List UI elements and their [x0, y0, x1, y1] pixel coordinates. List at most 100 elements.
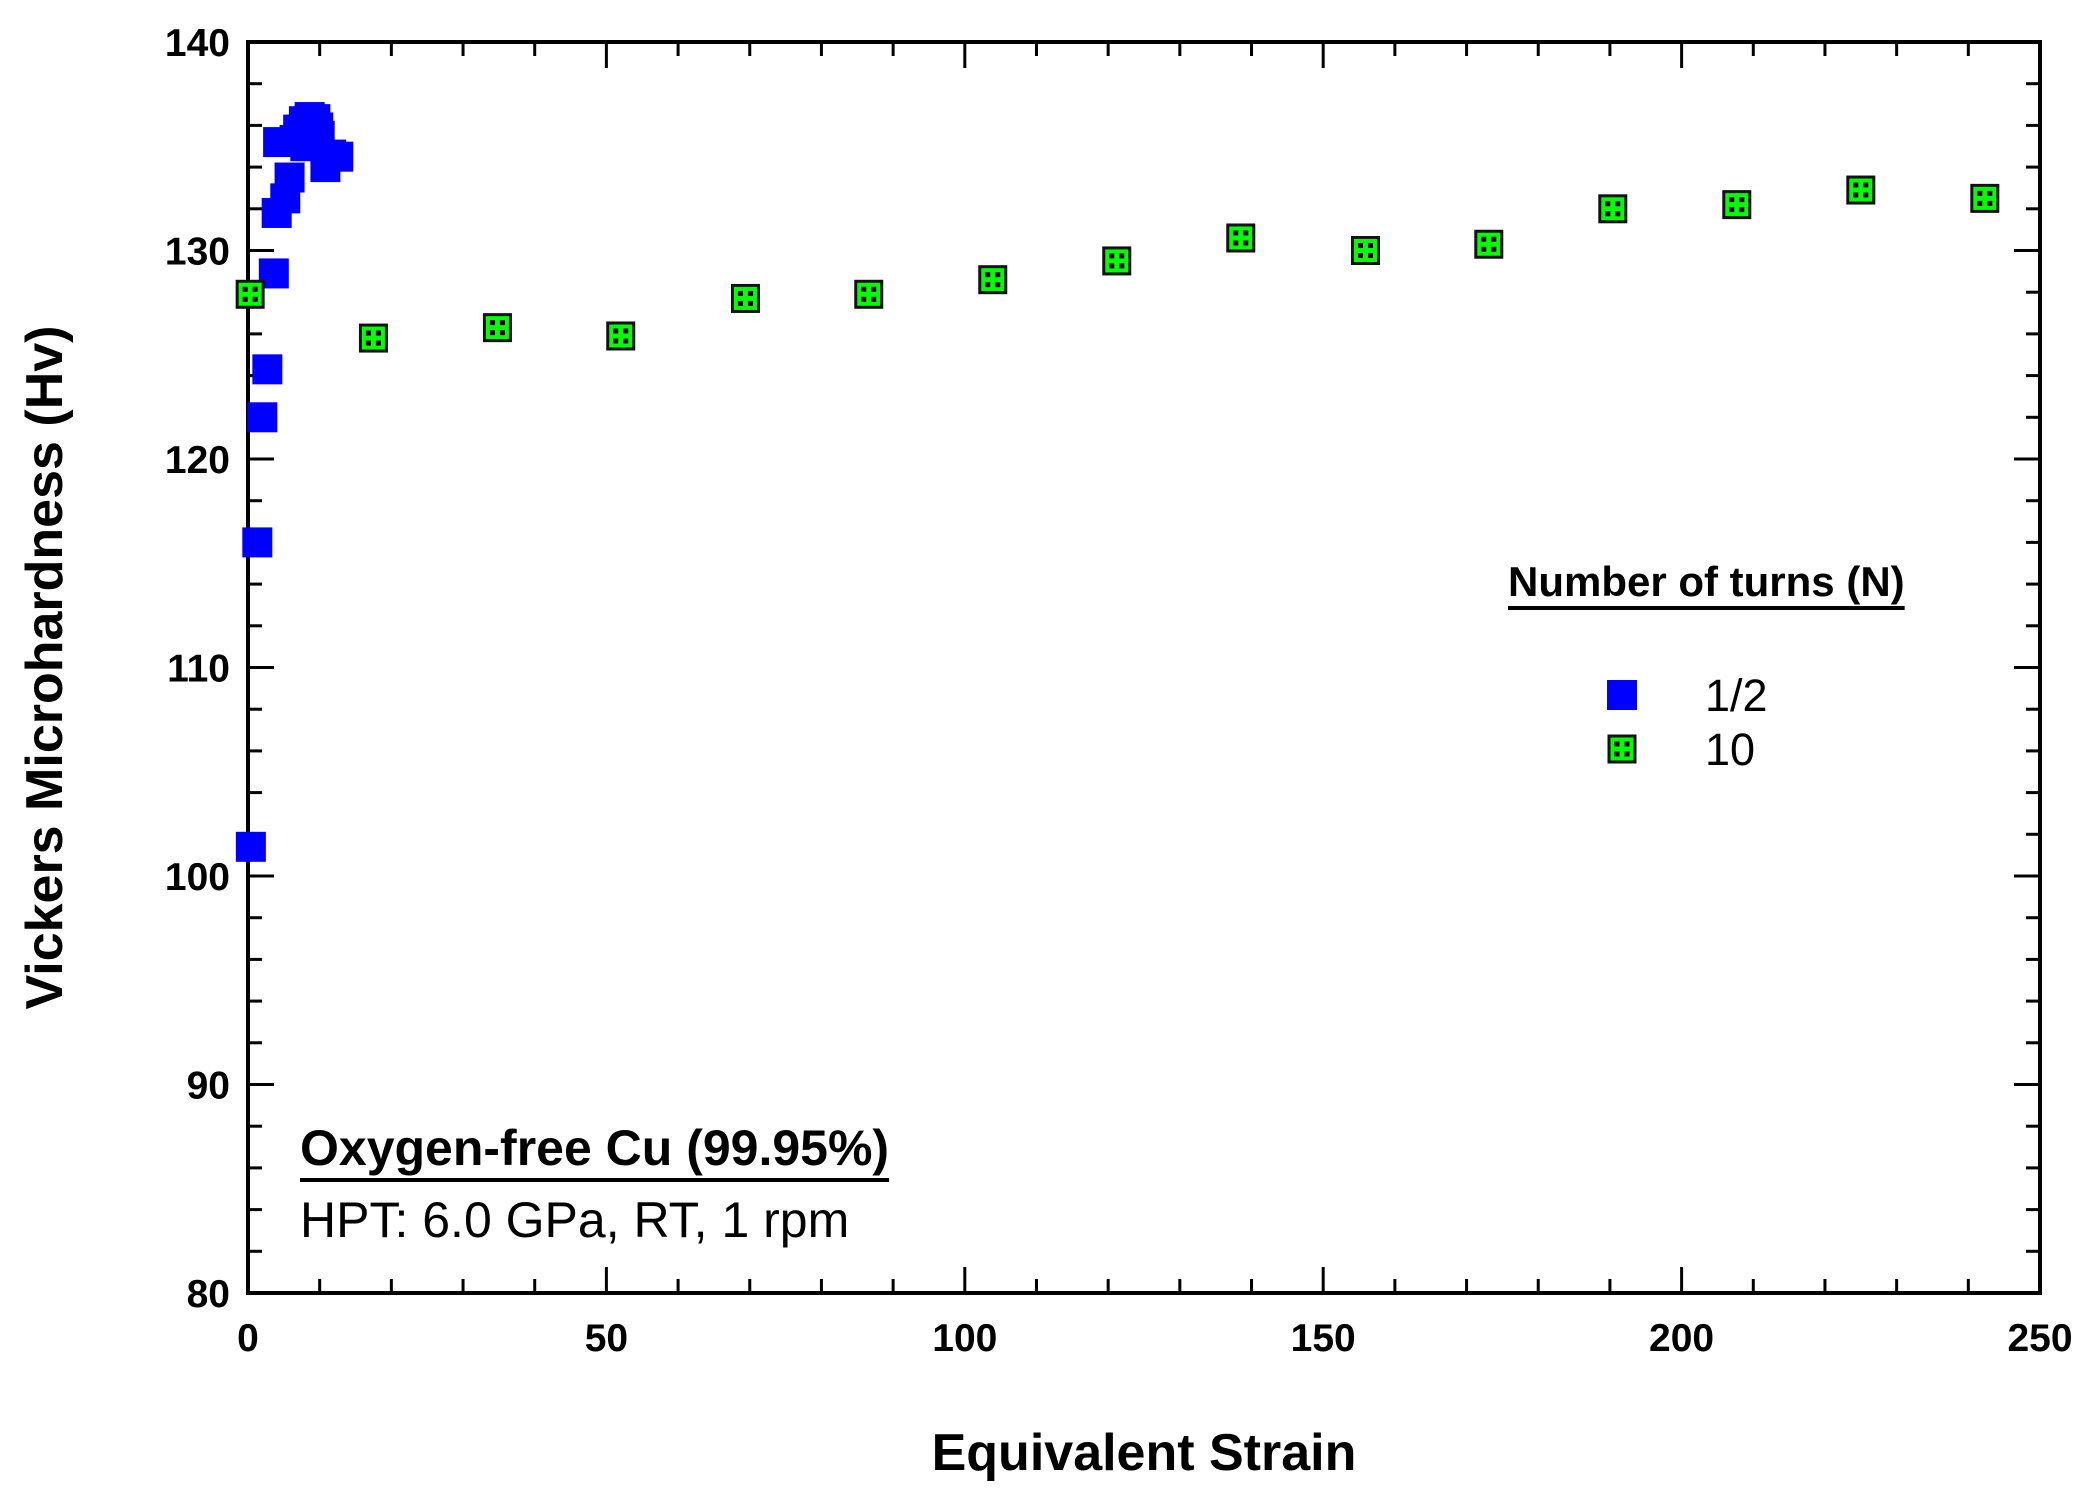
marker-box: [978, 265, 1008, 295]
marker-dot: [1977, 200, 1983, 206]
series-2: [235, 175, 2000, 353]
marker-box: [1102, 246, 1132, 276]
marker-dot: [1853, 182, 1859, 188]
marker-dot: [1491, 246, 1497, 252]
marker-dot: [1729, 197, 1735, 203]
data-point: [482, 313, 512, 343]
marker-dot: [613, 338, 619, 344]
marker-dot: [1367, 253, 1373, 258]
marker-dot: [1729, 207, 1735, 213]
marker-dot: [1987, 190, 1993, 196]
marker-dot: [1233, 230, 1239, 236]
marker-dot: [1863, 192, 1869, 198]
marker-box: [1474, 229, 1504, 259]
marker-box: [1350, 236, 1380, 265]
marker-box: [606, 321, 636, 351]
marker-dot: [1624, 751, 1630, 757]
series-1: [235, 102, 354, 862]
marker-dot: [1739, 207, 1745, 213]
data-point: [606, 321, 636, 351]
marker-box: [235, 279, 265, 309]
marker-dot: [1119, 263, 1125, 269]
legend-label: 10: [1705, 724, 1755, 775]
marker-dot: [1481, 236, 1487, 242]
data-point: [252, 354, 283, 385]
marker-box: [1846, 175, 1876, 205]
marker-dot: [871, 296, 877, 302]
x-tick-label: 100: [932, 1317, 997, 1360]
marker-dot: [871, 286, 877, 292]
marker-dot: [737, 290, 743, 296]
legend-marker: [1607, 734, 1637, 764]
legend-label: 1/2: [1705, 670, 1768, 721]
legend: Number of turns (N) 1/210: [1508, 558, 1905, 775]
marker-dot: [375, 340, 381, 346]
x-tick-label: 200: [1649, 1317, 1714, 1360]
data-point: [1474, 229, 1504, 259]
x-tick-label: 0: [237, 1317, 259, 1360]
data-point: [730, 283, 760, 313]
marker-dot: [623, 338, 629, 344]
marker-dot: [1109, 263, 1115, 269]
marker-dot: [375, 330, 381, 336]
marker-dot: [242, 296, 248, 302]
annotation-title: Oxygen-free Cu (99.95%): [300, 1120, 889, 1176]
marker-dot: [737, 300, 743, 306]
marker-dot: [995, 282, 1001, 288]
marker-box: [358, 323, 388, 353]
data-point: [1598, 194, 1628, 224]
marker-dot: [1357, 243, 1363, 248]
legend-items: 1/210: [1607, 670, 1768, 775]
x-tick-label: 50: [585, 1317, 628, 1360]
marker-box: [1598, 194, 1628, 224]
marker-dot: [1615, 211, 1621, 217]
marker-dot: [1614, 751, 1620, 757]
data-point: [1350, 236, 1380, 265]
marker-dot: [613, 328, 619, 334]
marker-dot: [623, 328, 629, 334]
y-tick-label: 130: [165, 231, 230, 274]
annotation-subtitle: HPT: 6.0 GPa, RT, 1 rpm: [300, 1192, 849, 1248]
y-tick-label: 80: [187, 1273, 230, 1316]
data-point: [1102, 246, 1132, 276]
legend-marker: [1607, 680, 1637, 710]
data-point: [1722, 190, 1752, 220]
y-tick-label: 100: [165, 856, 230, 899]
data-point: [303, 112, 334, 143]
marker-box: [854, 279, 884, 309]
axes: 0 50 100 150 200 250 80 90 100 110 120 130 140: [165, 22, 2073, 1360]
marker-dot: [1739, 197, 1745, 203]
marker-dot: [1243, 230, 1249, 236]
legend-item-1: 1/2: [1607, 670, 1768, 721]
data-point: [854, 279, 884, 309]
marker-dot: [1987, 200, 1993, 206]
marker-dot: [1614, 741, 1620, 747]
marker-dot: [1481, 246, 1487, 252]
marker-dot: [1605, 211, 1611, 217]
marker-dot: [1109, 253, 1115, 259]
marker-box: [730, 283, 760, 313]
data-point: [1970, 183, 2000, 213]
marker-dot: [1491, 236, 1497, 242]
data-point: [247, 402, 278, 433]
marker-dot: [489, 320, 495, 326]
marker-dot: [1605, 201, 1611, 207]
marker-dot: [995, 272, 1001, 278]
marker-dot: [252, 286, 258, 292]
marker-dot: [252, 296, 258, 302]
marker-dot: [499, 320, 505, 326]
marker-dot: [985, 272, 991, 278]
data-point: [1846, 175, 1876, 205]
y-tick-label: 120: [165, 439, 230, 482]
x-tick-label: 250: [2007, 1317, 2072, 1360]
marker-dot: [747, 300, 753, 306]
marker-box: [482, 313, 512, 343]
marker-dot: [365, 330, 371, 336]
marker-dot: [1615, 201, 1621, 207]
data-point: [358, 323, 388, 353]
legend-item-2: 10: [1607, 724, 1755, 775]
data-series: [235, 102, 2000, 862]
y-tick-label: 90: [187, 1065, 230, 1108]
y-tick-label: 140: [165, 22, 230, 65]
